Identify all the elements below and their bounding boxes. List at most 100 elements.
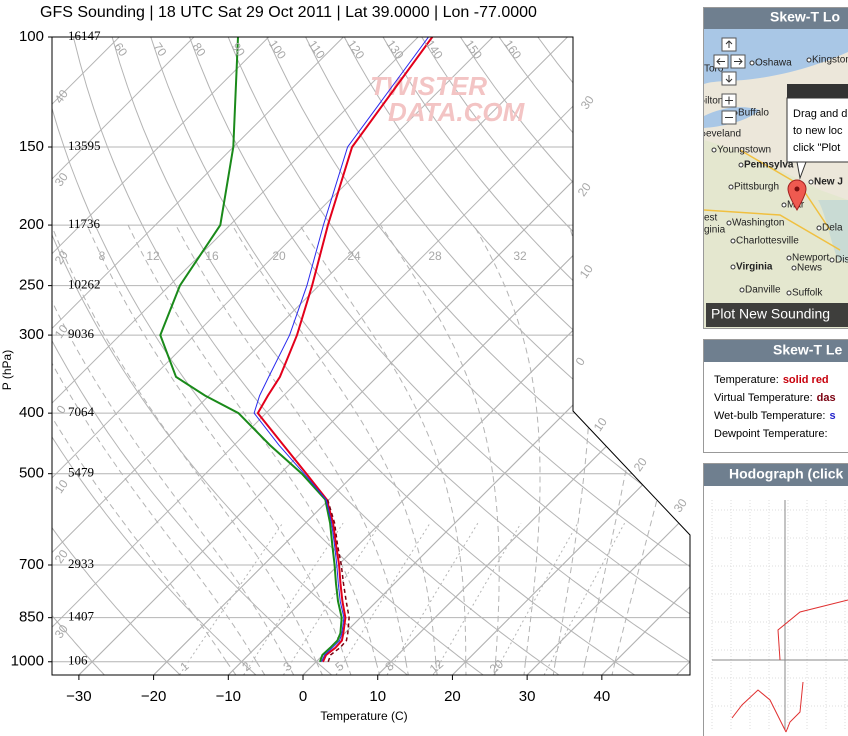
x-tick-label: 30 bbox=[519, 688, 536, 705]
line-label: 32 bbox=[513, 249, 527, 263]
line-label: 30 bbox=[578, 93, 597, 112]
legend-label: Wet-bulb Temperature: bbox=[714, 410, 825, 422]
moist-adiabat bbox=[52, 224, 237, 675]
map-label: Toro bbox=[704, 64, 724, 75]
mixing-ratio-line bbox=[432, 522, 522, 675]
isotherm bbox=[52, 37, 344, 675]
y-tick-label: 200 bbox=[19, 216, 44, 233]
moist-adiabat bbox=[473, 224, 541, 675]
dry-adiabat bbox=[52, 37, 408, 675]
x-tick-label: −30 bbox=[66, 688, 91, 705]
line-label: 12 bbox=[427, 657, 446, 677]
line-label: 100 bbox=[266, 37, 289, 62]
map-label: Dela bbox=[822, 223, 843, 234]
y-tick-label: 100 bbox=[19, 28, 44, 45]
land bbox=[704, 140, 848, 328]
moist-adiabat bbox=[52, 224, 323, 675]
panel-header bbox=[704, 340, 848, 362]
map-label: ilton bbox=[705, 96, 723, 107]
dry-adiabat bbox=[52, 37, 484, 675]
y-tick-label: 250 bbox=[19, 277, 44, 294]
plus-icon bbox=[725, 96, 733, 105]
city-dot bbox=[808, 179, 814, 185]
sounding-line bbox=[256, 37, 434, 663]
tooltip bbox=[786, 97, 848, 163]
map-label: Washington bbox=[732, 218, 784, 229]
line-label: 20 bbox=[631, 455, 650, 474]
hodo-trace bbox=[731, 599, 848, 733]
line-label: 12 bbox=[146, 249, 160, 263]
dry-adiabat bbox=[343, 37, 690, 675]
moist-adiabat bbox=[231, 224, 438, 675]
height-label: 5479 bbox=[68, 465, 94, 480]
line-label: 130 bbox=[384, 37, 407, 62]
line-label: 20 bbox=[272, 249, 286, 263]
lake bbox=[704, 29, 848, 84]
sounding-lines bbox=[159, 37, 434, 663]
map-controls[interactable] bbox=[713, 37, 746, 125]
map-label: Youngstown bbox=[717, 145, 771, 156]
arrow-icon bbox=[725, 75, 733, 83]
city-dot bbox=[829, 257, 835, 263]
line-label: 80 bbox=[190, 40, 209, 59]
plot-button-label: Plot New Sounding bbox=[711, 306, 830, 322]
city-dot bbox=[699, 228, 703, 232]
x-tick-label: −10 bbox=[216, 688, 241, 705]
line-label: 24 bbox=[347, 249, 361, 263]
line-label: 140 bbox=[423, 37, 446, 62]
mixing-ratio-line bbox=[493, 522, 579, 675]
dry-adiabat bbox=[52, 37, 181, 675]
height-label: 1407 bbox=[68, 609, 95, 624]
legend-label: Temperature: bbox=[714, 374, 779, 386]
line-label: 120 bbox=[344, 37, 367, 62]
legend-panel: Skew-T Le Temperature: solid red Virtual T… bbox=[704, 340, 848, 440]
legend-label: Dewpoint Temperature: bbox=[714, 428, 828, 440]
isotherm bbox=[52, 37, 195, 675]
city-dot bbox=[738, 162, 744, 168]
map-label: Pittsburgh bbox=[734, 182, 779, 193]
legend-entry: Virtual Temperature: das bbox=[714, 392, 836, 404]
height-label: 11736 bbox=[68, 216, 101, 231]
dry-adiabat bbox=[111, 37, 635, 675]
isotherm bbox=[52, 37, 419, 675]
line-label: 110 bbox=[305, 38, 328, 62]
line-label: 160 bbox=[501, 37, 524, 62]
city-dot bbox=[704, 131, 706, 137]
moist-adiabat bbox=[175, 224, 409, 675]
map-marker[interactable] bbox=[787, 179, 807, 211]
map-label: News bbox=[797, 263, 822, 274]
city-dot bbox=[806, 57, 812, 63]
line-label: 10 bbox=[577, 262, 596, 281]
map-label: eveland bbox=[706, 129, 741, 140]
watermark: TWISTER DATA.COM bbox=[370, 71, 526, 127]
city-dot bbox=[726, 220, 732, 226]
line-label: 30 bbox=[671, 496, 690, 515]
city-dot bbox=[728, 184, 734, 190]
marker-dot bbox=[794, 186, 800, 192]
moist-adiabat bbox=[127, 224, 381, 675]
moist-adiabat bbox=[582, 225, 654, 675]
city-dot bbox=[711, 147, 717, 153]
sounding-line bbox=[253, 37, 429, 663]
line-label: 16 bbox=[205, 249, 219, 263]
moist-adiabat bbox=[552, 224, 591, 675]
city-dot bbox=[730, 264, 736, 270]
grid-line bbox=[78, 37, 690, 675]
line-label: 1 bbox=[177, 659, 191, 674]
moist-adiabat bbox=[611, 225, 690, 675]
sounding-line bbox=[159, 37, 343, 663]
line-label: 20 bbox=[575, 180, 594, 199]
height-label: 2933 bbox=[68, 556, 94, 571]
legend-label: Virtual Temperature: bbox=[714, 392, 813, 404]
line-label: 0 bbox=[573, 355, 588, 369]
plot-button[interactable] bbox=[706, 303, 848, 327]
legend-items: Temperature: solid red Virtual Temperature… bbox=[714, 374, 836, 440]
x-tick-label: 0 bbox=[299, 688, 307, 705]
grid-line bbox=[452, 37, 690, 675]
isotherm bbox=[52, 37, 494, 675]
dry-adiabat bbox=[72, 37, 560, 675]
tooltip-text: click "Plot bbox=[793, 142, 840, 154]
panel-border bbox=[703, 7, 848, 329]
